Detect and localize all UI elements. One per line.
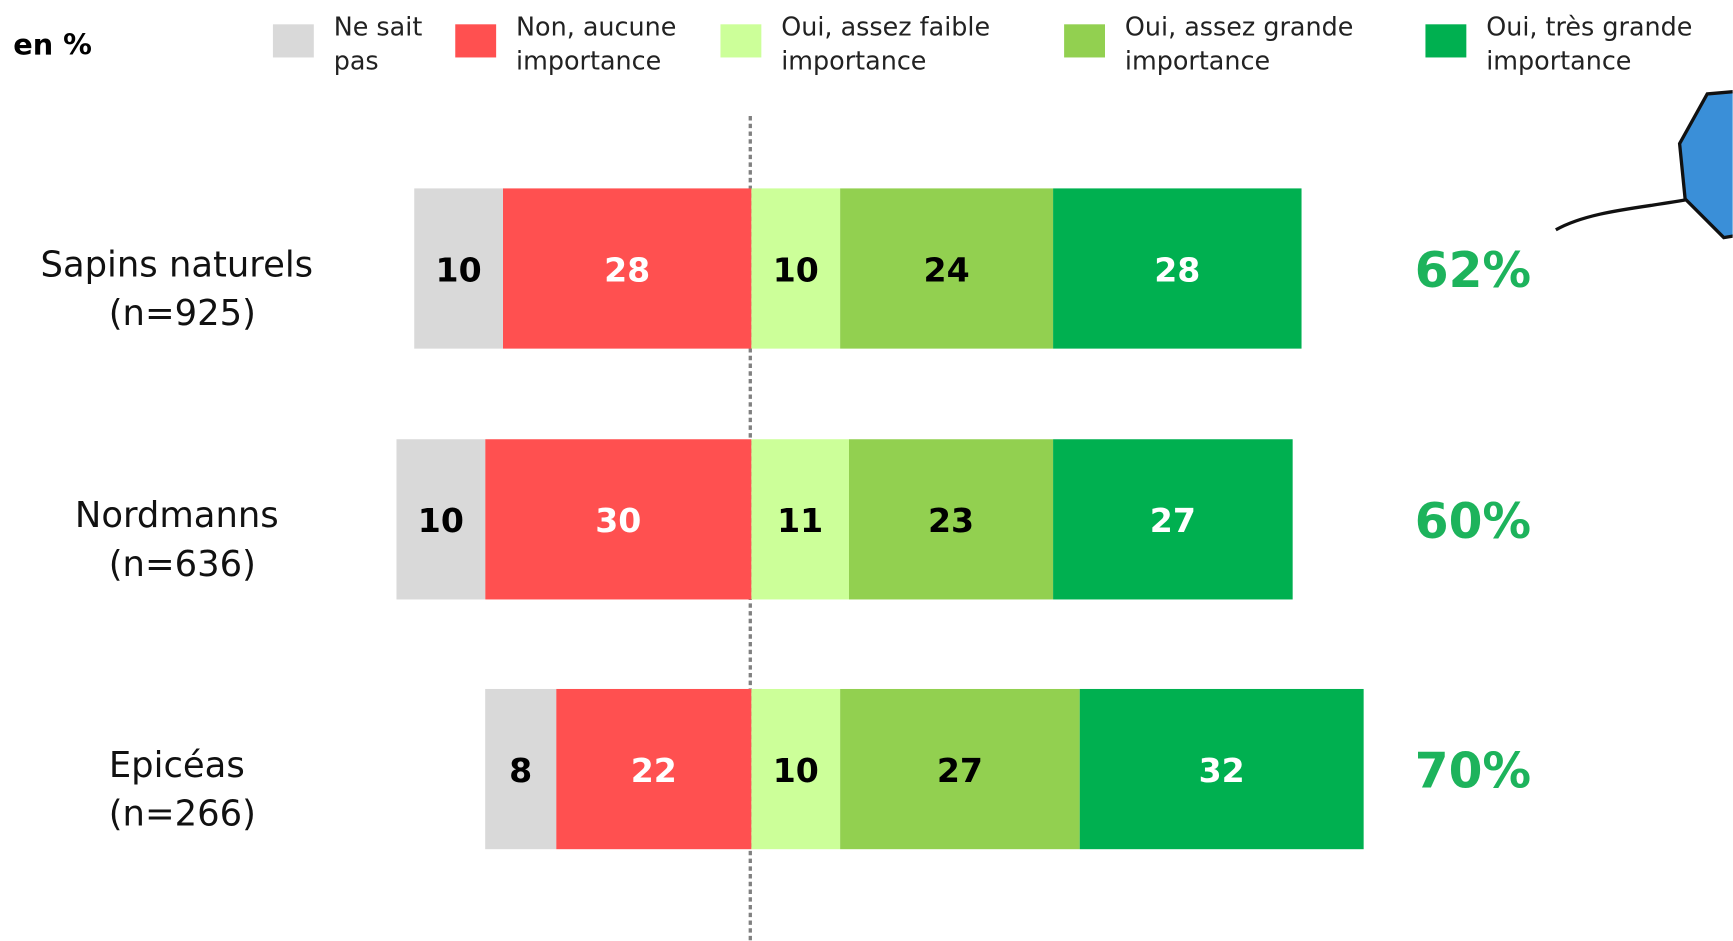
- bar-segment: [849, 439, 1054, 600]
- bar-segment: [1053, 188, 1302, 349]
- bar-segment: [751, 188, 841, 349]
- value-label: 28: [604, 250, 650, 289]
- sample-size-label: (n=636): [109, 544, 256, 585]
- value-label: 24: [924, 250, 970, 289]
- category-label: Epicéas: [109, 745, 245, 786]
- legend-swatch: [272, 24, 314, 58]
- total-label: 60%: [1415, 494, 1531, 550]
- value-label: 22: [631, 751, 677, 790]
- legend-swatch: [1064, 24, 1105, 58]
- bar-segment: [751, 688, 841, 850]
- unit-label: en %: [13, 27, 92, 61]
- bar-segment: [751, 439, 850, 600]
- bar-segment: [396, 439, 486, 600]
- value-label: 30: [595, 501, 641, 540]
- bar-segment: [1053, 439, 1293, 600]
- legend-swatch: [455, 24, 497, 58]
- decoration-badge: [1677, 90, 1733, 240]
- value-label: 32: [1199, 751, 1245, 790]
- legend-label: Oui, assez faible importance: [781, 13, 991, 77]
- value-label: 10: [773, 250, 819, 289]
- legend-swatch: [720, 24, 762, 58]
- bar-segment: [556, 688, 752, 850]
- total-label: 70%: [1415, 744, 1531, 800]
- value-label: 23: [928, 501, 974, 540]
- legend-swatch: [1425, 24, 1467, 58]
- decoration-string: [1555, 197, 1691, 232]
- legend-label: Oui, très grande importance: [1486, 13, 1693, 77]
- sample-size-label: (n=925): [109, 293, 256, 334]
- bar-segment: [485, 688, 557, 850]
- bar-segment: [414, 188, 503, 349]
- value-label: 8: [509, 751, 532, 790]
- legend-label: Ne sait pas: [333, 13, 423, 77]
- category-label: Nordmanns: [75, 495, 279, 536]
- total-label: 62%: [1415, 243, 1531, 299]
- legend-label: Oui, assez grande importance: [1124, 13, 1354, 77]
- legend-label: Non, aucune importance: [516, 13, 677, 77]
- value-label: 11: [777, 501, 823, 540]
- category-label: Sapins naturels: [41, 244, 314, 285]
- value-label: 27: [937, 751, 983, 790]
- bar-segment: [502, 188, 752, 349]
- bar-segment: [485, 439, 752, 600]
- bar-segment: [840, 688, 1080, 850]
- sample-size-label: (n=266): [109, 793, 256, 834]
- value-label: 27: [1150, 501, 1196, 540]
- value-label: 28: [1154, 250, 1200, 289]
- bar-segment: [840, 188, 1054, 349]
- bar-segment: [1079, 688, 1364, 850]
- value-label: 10: [418, 501, 464, 540]
- value-label: 10: [773, 751, 819, 790]
- value-label: 10: [436, 250, 482, 289]
